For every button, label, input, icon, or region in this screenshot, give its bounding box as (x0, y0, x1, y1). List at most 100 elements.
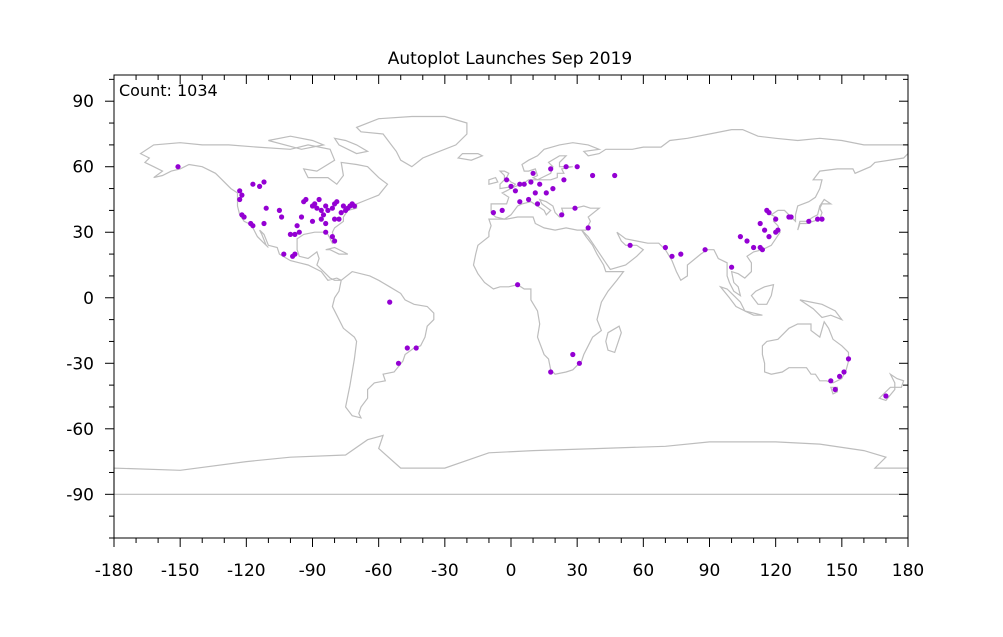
launch-point (585, 225, 591, 231)
coastline-shape (333, 137, 370, 155)
launch-point (296, 229, 302, 235)
launch-point (530, 170, 536, 176)
launch-point (294, 223, 300, 229)
launch-point (590, 172, 596, 179)
launch-point (281, 251, 287, 257)
coastline-shape (878, 372, 905, 402)
x-tick-label: -120 (227, 561, 266, 581)
x-tick-label: 180 (892, 561, 924, 581)
coastline-shape (325, 246, 349, 255)
x-tick-label: 120 (759, 561, 791, 581)
launch-point (627, 242, 633, 248)
y-tick-label: 90 (72, 92, 94, 112)
coastline-shape (750, 283, 775, 305)
launch-point (521, 181, 527, 187)
y-axis: 90 60 30 0 -30 -60 -90 (66, 78, 908, 539)
y-tick-label: -30 (66, 354, 94, 374)
x-tick-label: -60 (365, 561, 393, 581)
launch-point (298, 214, 305, 220)
coastline-shape (355, 115, 468, 168)
launch-point (250, 223, 256, 229)
launch-point (543, 190, 549, 196)
launch-point (351, 203, 357, 209)
launch-point (737, 234, 744, 240)
launch-point (250, 181, 256, 187)
x-tick-label: 30 (566, 561, 588, 581)
launch-point (534, 201, 541, 207)
launch-point (239, 192, 245, 198)
launch-point (237, 196, 243, 203)
launch-point (570, 351, 576, 358)
launch-point (537, 181, 543, 187)
launch-point (819, 216, 825, 222)
x-tick-label: 150 (826, 561, 858, 581)
launch-point (766, 234, 772, 240)
launch-point (336, 216, 342, 222)
launch-point (517, 181, 523, 187)
launch-point (340, 203, 346, 209)
launch-point (261, 179, 267, 185)
coastline-shape (113, 434, 909, 495)
launch-point (788, 214, 794, 220)
launch-point (773, 216, 779, 222)
coastline-shape (268, 135, 326, 150)
launch-point (883, 393, 889, 399)
launch-point (563, 164, 569, 170)
coastline-shape (472, 216, 625, 375)
launch-point (287, 231, 293, 237)
coastline-shape (498, 170, 517, 190)
launch-point (175, 164, 181, 170)
coastline-shape (331, 270, 435, 419)
y-tick-label: -60 (66, 420, 94, 440)
launch-point (744, 238, 750, 244)
coastline-shape (490, 129, 909, 297)
launch-point (292, 231, 298, 237)
launch-point (757, 220, 763, 227)
launch-point (404, 345, 410, 351)
launch-point (263, 205, 269, 211)
coastline-shape (456, 153, 484, 161)
launch-point (395, 360, 402, 366)
x-tick-label: -90 (299, 561, 327, 581)
launch-point (702, 247, 708, 253)
launch-point (669, 253, 675, 259)
coastline-shape (718, 285, 747, 313)
launch-point (559, 212, 565, 218)
launch-point (759, 247, 766, 253)
launch-point (806, 218, 812, 224)
x-axis: -180 -150 -120 -90 -60 -30 0 30 60 90 120 150 180 (95, 75, 924, 581)
launch-point (828, 378, 834, 384)
launch-point (237, 188, 243, 194)
launch-point (550, 186, 556, 192)
launch-point (574, 164, 580, 170)
y-tick-label: 30 (72, 223, 94, 243)
launch-point (512, 188, 519, 194)
count-annotation: Count: 1034 (119, 81, 218, 100)
launch-point (532, 190, 538, 196)
launch-point (504, 177, 510, 183)
launch-point (276, 207, 282, 213)
launch-point (662, 244, 669, 251)
launch-point (729, 264, 735, 270)
launch-point (572, 205, 578, 211)
launch-point (290, 253, 296, 259)
launch-point (387, 299, 393, 305)
launch-point (323, 203, 329, 209)
launch-point (815, 216, 821, 222)
launch-point (241, 214, 247, 220)
launch-point (338, 210, 344, 216)
coastline-shape (605, 325, 622, 354)
y-tick-label: -90 (66, 485, 94, 505)
launch-point (561, 177, 567, 183)
launch-point (490, 210, 496, 216)
launch-point (279, 214, 285, 220)
plot-title: Autoplot Launches Sep 2019 (388, 49, 632, 69)
launch-point (515, 282, 521, 288)
x-tick-label: -180 (95, 561, 134, 581)
launch-point (413, 345, 419, 351)
launch-point (528, 179, 534, 185)
coastline-shape (761, 320, 850, 384)
launch-point (320, 212, 327, 218)
launch-point (334, 199, 340, 205)
